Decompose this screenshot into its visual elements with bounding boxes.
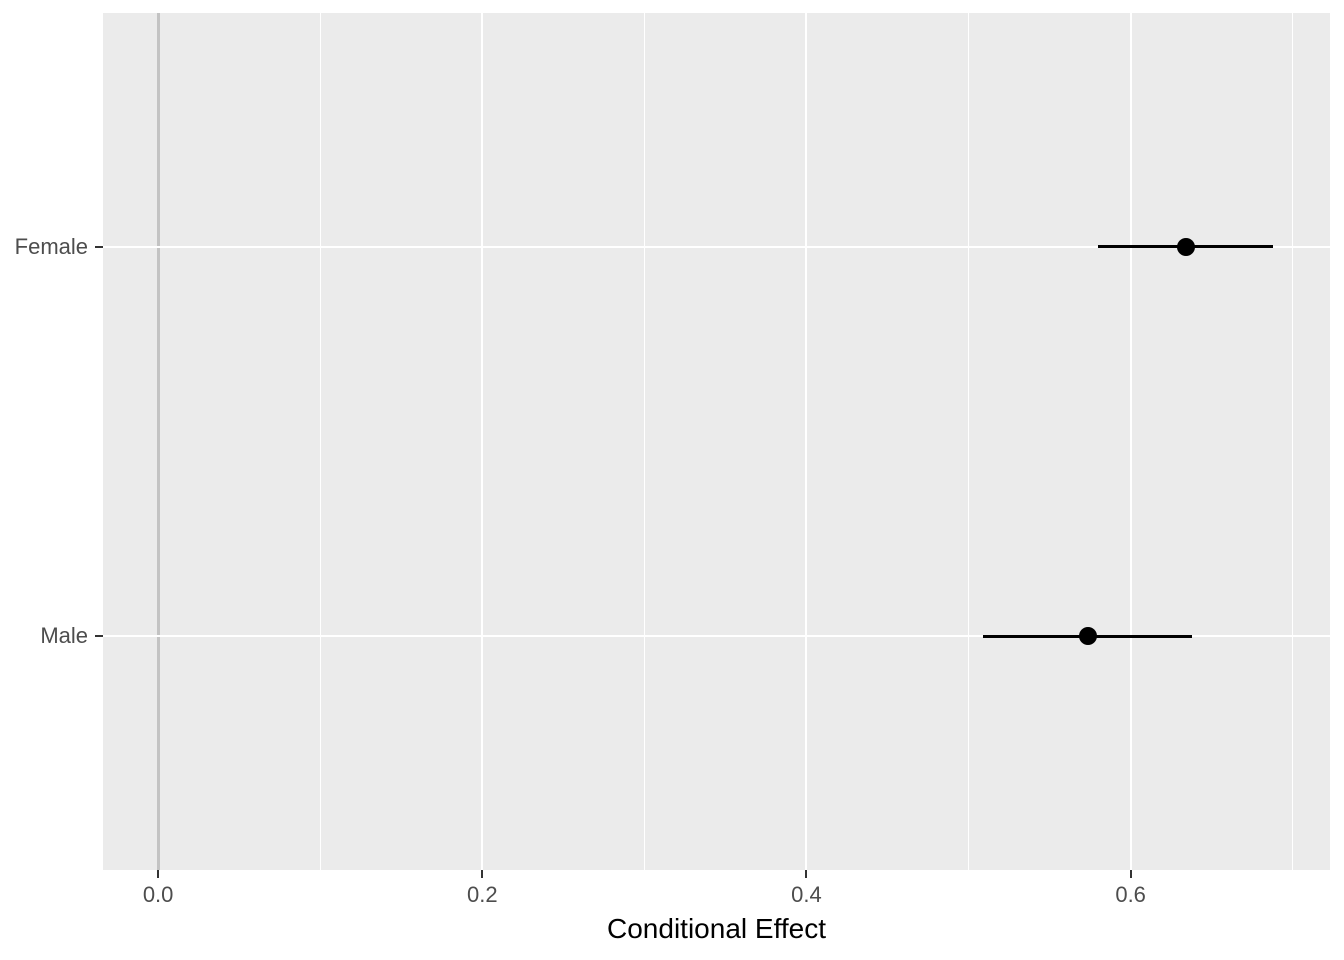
- x-axis-tick: [157, 870, 160, 878]
- gridline-major-x: [805, 13, 808, 870]
- point-estimate: [1176, 237, 1195, 256]
- x-tick-label: 0.4: [791, 882, 822, 907]
- zero-reference-line: [156, 13, 160, 870]
- x-tick-label: 0.6: [1115, 882, 1146, 907]
- y-tick-label: Female: [14, 233, 88, 259]
- x-axis-tick: [805, 870, 808, 878]
- gridline-major-x: [481, 13, 484, 870]
- y-tick-label: Male: [40, 623, 88, 649]
- gridline-major-y: [103, 245, 1330, 248]
- plot-panel: [103, 13, 1330, 870]
- y-axis-tick: [95, 245, 103, 248]
- gridline-minor-x: [319, 13, 321, 870]
- x-tick-label: 0.0: [142, 882, 174, 907]
- gridline-minor-x: [968, 13, 970, 870]
- x-axis-title: Conditional Effect: [607, 913, 826, 944]
- gridline-major-x: [1129, 13, 1132, 870]
- x-tick-label: 0.2: [466, 882, 498, 907]
- x-axis-tick: [1129, 870, 1132, 878]
- gridline-minor-x: [643, 13, 645, 870]
- point-estimate: [1079, 627, 1098, 646]
- x-axis-tick: [481, 870, 484, 878]
- gridline-major-y: [103, 635, 1330, 638]
- gridline-minor-x: [1292, 13, 1294, 870]
- y-axis-tick: [95, 635, 103, 638]
